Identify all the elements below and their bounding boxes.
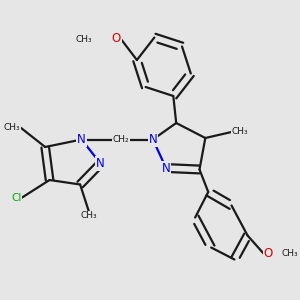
Text: CH₃: CH₃ [75,34,92,43]
Text: N: N [162,161,170,175]
Text: CH₃: CH₃ [281,249,298,258]
Text: O: O [264,247,273,260]
Text: CH₂: CH₂ [112,135,129,144]
Text: N: N [148,133,157,146]
Text: Cl: Cl [11,193,21,203]
Text: CH₃: CH₃ [232,128,248,136]
Text: O: O [112,32,121,46]
Text: CH₃: CH₃ [4,123,20,132]
Text: N: N [77,133,86,146]
Text: CH₃: CH₃ [80,212,97,220]
Text: N: N [96,157,105,170]
